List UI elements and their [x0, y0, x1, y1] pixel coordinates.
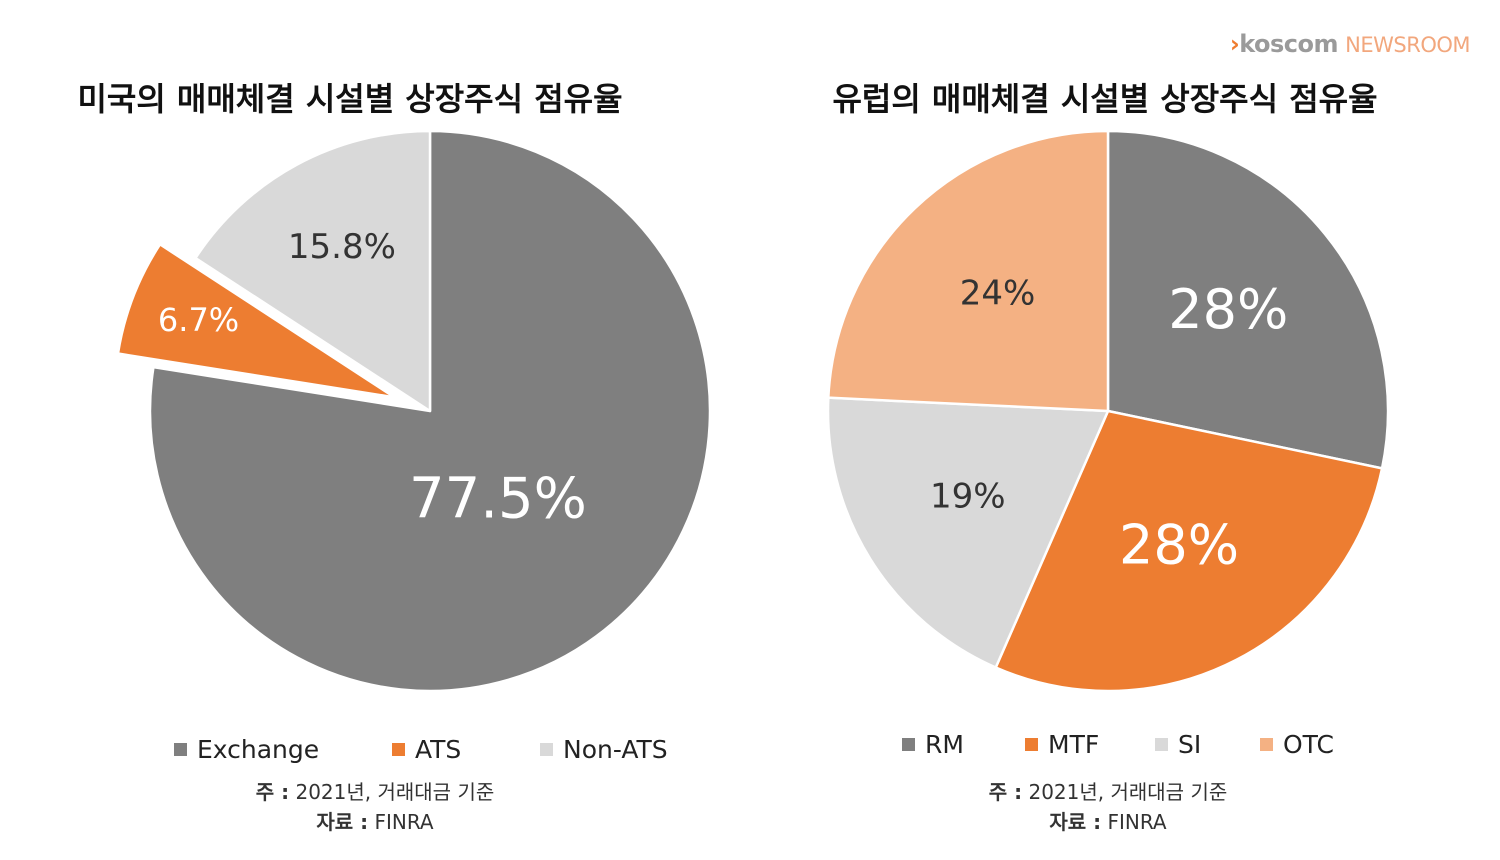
eu-source-text: FINRA	[1107, 810, 1167, 834]
eu-legend-swatch-rm	[902, 738, 915, 751]
us-chart-panel: 미국의 매매체결 시설별 상장주식 점유율 77.5% 6.7% 15.8% Exc…	[0, 80, 750, 836]
eu-source-label: 자료 :	[1049, 810, 1102, 834]
us-slice-ats	[116, 243, 396, 399]
eu-label-mtf: 28%	[1119, 513, 1239, 576]
eu-label-si: 19%	[930, 476, 1006, 516]
us-legend-swatch-ats	[392, 743, 405, 756]
us-legend-swatch-exchange	[174, 743, 187, 756]
eu-pie-chart: 28% 28% 19% 24%	[826, 129, 1390, 693]
us-chart-title: 미국의 매매체결 시설별 상장주식 점유율	[77, 80, 623, 118]
us-pie-chart: 77.5% 6.7% 15.8%	[116, 129, 712, 693]
us-legend-item-exchange: Exchange	[174, 735, 319, 764]
us-legend: Exchange ATS Non-ATS	[0, 735, 750, 765]
eu-legend: RM MTF SI OTC	[750, 730, 1500, 760]
us-note-label: 주 :	[255, 780, 290, 804]
eu-note-label: 주 :	[988, 780, 1023, 804]
us-label-ats: 6.7%	[158, 301, 239, 339]
us-legend-item-ats: ATS	[392, 735, 461, 764]
us-source: 자료 : FINRA	[0, 808, 750, 836]
us-source-text: FINRA	[374, 810, 434, 834]
eu-note: 주 : 2021년, 거래대금 기준	[733, 778, 1483, 806]
eu-legend-swatch-otc	[1260, 738, 1273, 751]
brand-logo: ›koscom NEWSROOM	[1229, 30, 1471, 58]
us-slice-exchange	[148, 129, 712, 693]
eu-legend-label-rm: RM	[925, 730, 964, 759]
eu-legend-swatch-si	[1155, 738, 1168, 751]
eu-legend-swatch-mtf	[1025, 738, 1038, 751]
eu-source: 자료 : FINRA	[733, 808, 1483, 836]
us-note-text: 2021년, 거래대금 기준	[295, 780, 495, 804]
eu-legend-label-mtf: MTF	[1048, 730, 1100, 759]
us-slice-non-ats	[194, 129, 432, 413]
eu-slice-otc	[827, 129, 1110, 413]
us-label-non-ats: 15.8%	[288, 227, 396, 267]
brand-suffix: NEWSROOM	[1345, 33, 1470, 57]
us-note: 주 : 2021년, 거래대금 기준	[0, 778, 750, 806]
eu-chart-title: 유럽의 매매체결 시설별 상장주식 점유율	[832, 80, 1378, 118]
eu-legend-item-otc: OTC	[1260, 730, 1334, 759]
eu-slice-rm	[1106, 129, 1390, 470]
eu-legend-item-si: SI	[1155, 730, 1201, 759]
us-legend-item-non-ats: Non-ATS	[540, 735, 668, 764]
eu-legend-label-otc: OTC	[1283, 730, 1334, 759]
eu-legend-item-mtf: MTF	[1025, 730, 1099, 759]
brand-name: koscom	[1239, 30, 1339, 58]
eu-slice-si	[826, 396, 1110, 669]
eu-legend-item-rm: RM	[902, 730, 964, 759]
us-label-exchange: 77.5%	[409, 466, 587, 531]
eu-chart-panel: 유럽의 매매체결 시설별 상장주식 점유율 28% 28% 19% 24% RM MTF…	[750, 0, 1500, 860]
eu-slice-mtf	[994, 409, 1384, 693]
eu-legend-label-si: SI	[1178, 730, 1202, 759]
brand-chevron: ›	[1229, 30, 1240, 58]
eu-label-otc: 24%	[960, 274, 1036, 314]
eu-label-rm: 28%	[1168, 278, 1288, 341]
us-legend-label-non-ats: Non-ATS	[563, 735, 668, 764]
us-legend-label-ats: ATS	[415, 735, 462, 764]
us-legend-label-exchange: Exchange	[197, 735, 320, 764]
us-source-label: 자료 :	[316, 810, 369, 834]
eu-note-text: 2021년, 거래대금 기준	[1028, 780, 1228, 804]
us-legend-swatch-non-ats	[540, 743, 553, 756]
